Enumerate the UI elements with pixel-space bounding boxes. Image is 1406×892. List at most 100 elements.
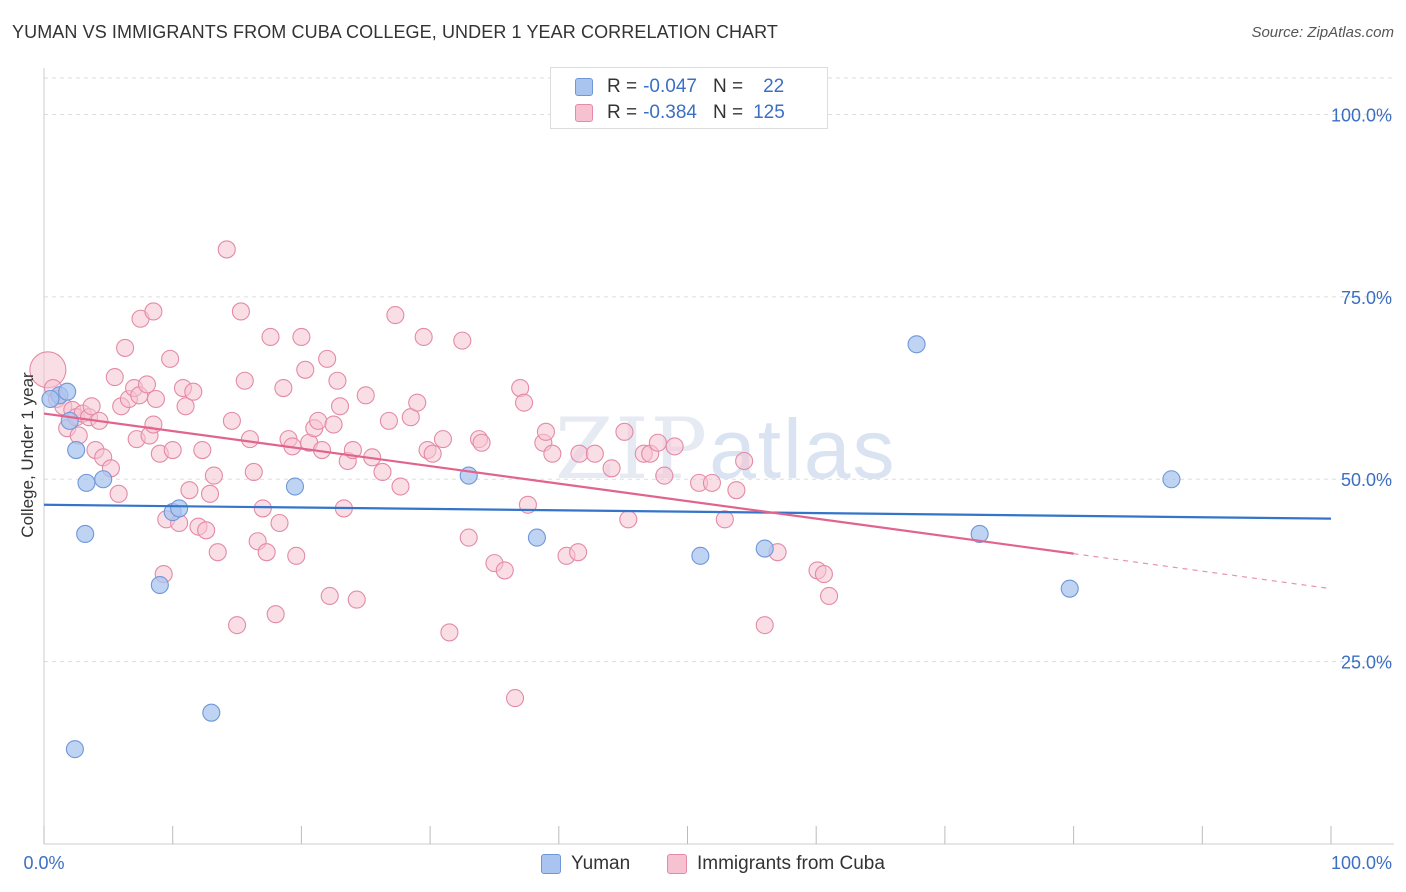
cuba-point: [414, 327, 433, 347]
cuba-point: [257, 543, 276, 562]
x-tick-label-min: 0.0%: [23, 853, 64, 873]
cuba-point: [296, 360, 315, 379]
cuba-point: [423, 444, 442, 463]
cuba-point: [82, 397, 101, 416]
yuman-point: [41, 389, 60, 409]
cuba-point: [373, 462, 392, 481]
cuba-point: [244, 462, 263, 481]
cuba-point: [116, 338, 135, 357]
yuman-point: [170, 499, 189, 518]
cuba-point: [619, 510, 638, 529]
legend-label-yuman: Yuman: [571, 853, 631, 874]
legend-item-cuba: Immigrants from Cuba: [667, 853, 885, 875]
cuba-point: [208, 543, 227, 562]
cuba-point: [184, 382, 203, 401]
y-tick-label: 100.0%: [1331, 105, 1392, 125]
yuman-point: [202, 703, 221, 722]
yuman-point: [691, 546, 710, 565]
cuba-point: [347, 590, 366, 609]
cuba-point: [231, 302, 250, 321]
cuba-point: [459, 528, 478, 547]
source-credit: Source: ZipAtlas.com: [1251, 24, 1394, 41]
cuba-point: [253, 499, 272, 518]
cuba-point: [735, 451, 754, 471]
correlation-legend: R = -0.047 N = 22 R = -0.384 N = 125: [550, 67, 828, 129]
yuman-point: [150, 575, 169, 595]
cuba-point: [727, 481, 746, 500]
n-label: N =: [712, 76, 744, 97]
cuba-point: [391, 477, 410, 496]
cuba-point: [292, 327, 311, 347]
cuba-point: [200, 484, 220, 503]
legend-swatch-cuba: [575, 104, 593, 122]
r-label: R =: [607, 76, 638, 97]
cuba-point: [320, 586, 339, 606]
cuba-point: [440, 623, 459, 642]
r-value: -0.047: [643, 76, 697, 97]
cuba-point: [386, 306, 405, 325]
yuman-point: [94, 470, 113, 489]
r-label: R =: [607, 102, 638, 123]
cuba-point: [261, 327, 280, 347]
cuba-point: [240, 430, 259, 449]
cuba-point: [197, 521, 216, 540]
cuba-point: [161, 349, 180, 368]
cuba-point: [217, 240, 236, 259]
cuba-point: [602, 459, 621, 478]
yuman-point: [1162, 470, 1181, 489]
cuba-point: [228, 616, 247, 635]
cuba-point: [543, 444, 562, 463]
cuba-point: [755, 616, 774, 635]
cuba-point: [715, 510, 734, 529]
yuman-point: [527, 528, 546, 547]
cuba-point: [515, 393, 534, 412]
n-value: 22: [763, 76, 785, 97]
legend-row-yuman: R = -0.047 N = 22: [575, 76, 784, 98]
cuba-point: [144, 302, 163, 321]
cuba-point: [176, 397, 195, 416]
cuba-point: [287, 546, 306, 565]
yuman-point: [285, 477, 305, 496]
yuman-trend-line: [43, 503, 1332, 520]
chart-title: YUMAN VS IMMIGRANTS FROM CUBA COLLEGE, U…: [12, 22, 779, 42]
yuman-point: [76, 524, 95, 544]
cuba-point: [163, 441, 182, 460]
cuba-point: [328, 371, 347, 390]
cuba-point: [146, 389, 166, 409]
yuman-point: [65, 740, 84, 759]
cuba-point: [615, 422, 634, 441]
cuba-point: [408, 393, 427, 412]
cuba-point: [702, 473, 722, 492]
cuba-point: [274, 378, 293, 398]
cuba-point: [266, 605, 285, 624]
series-legend: Yuman Immigrants from Cuba: [0, 853, 1406, 877]
cuba-point: [433, 430, 453, 449]
yuman-point: [77, 473, 96, 492]
cuba-point: [204, 466, 223, 485]
cuba-point: [222, 411, 241, 430]
legend-label-cuba: Immigrants from Cuba: [697, 853, 885, 874]
legend-swatch-cuba: [667, 854, 687, 874]
cuba-point: [648, 433, 667, 452]
legend-swatch-yuman: [541, 854, 561, 874]
cuba-point: [655, 466, 674, 485]
cuba-point: [270, 513, 289, 533]
watermark-atlas: atlas: [709, 402, 897, 496]
cuba-point: [109, 484, 128, 503]
n-value: 125: [753, 102, 785, 123]
cuba-point: [193, 441, 212, 460]
cuba-point: [235, 371, 254, 390]
legend-row-cuba: R = -0.384 N = 125: [575, 102, 785, 124]
y-axis-label: College, Under 1 year: [18, 372, 37, 538]
cuba-point: [324, 415, 343, 434]
y-tick-label: 25.0%: [1341, 653, 1392, 673]
cuba-point: [318, 349, 337, 368]
cuba-point: [536, 422, 555, 441]
yuman-point: [907, 335, 926, 354]
cuba-point: [814, 565, 833, 584]
r-value: -0.384: [643, 102, 697, 123]
cuba-point: [665, 437, 684, 456]
cuba-point: [569, 543, 588, 562]
cuba-point: [137, 375, 157, 394]
cuba-point: [820, 586, 839, 606]
